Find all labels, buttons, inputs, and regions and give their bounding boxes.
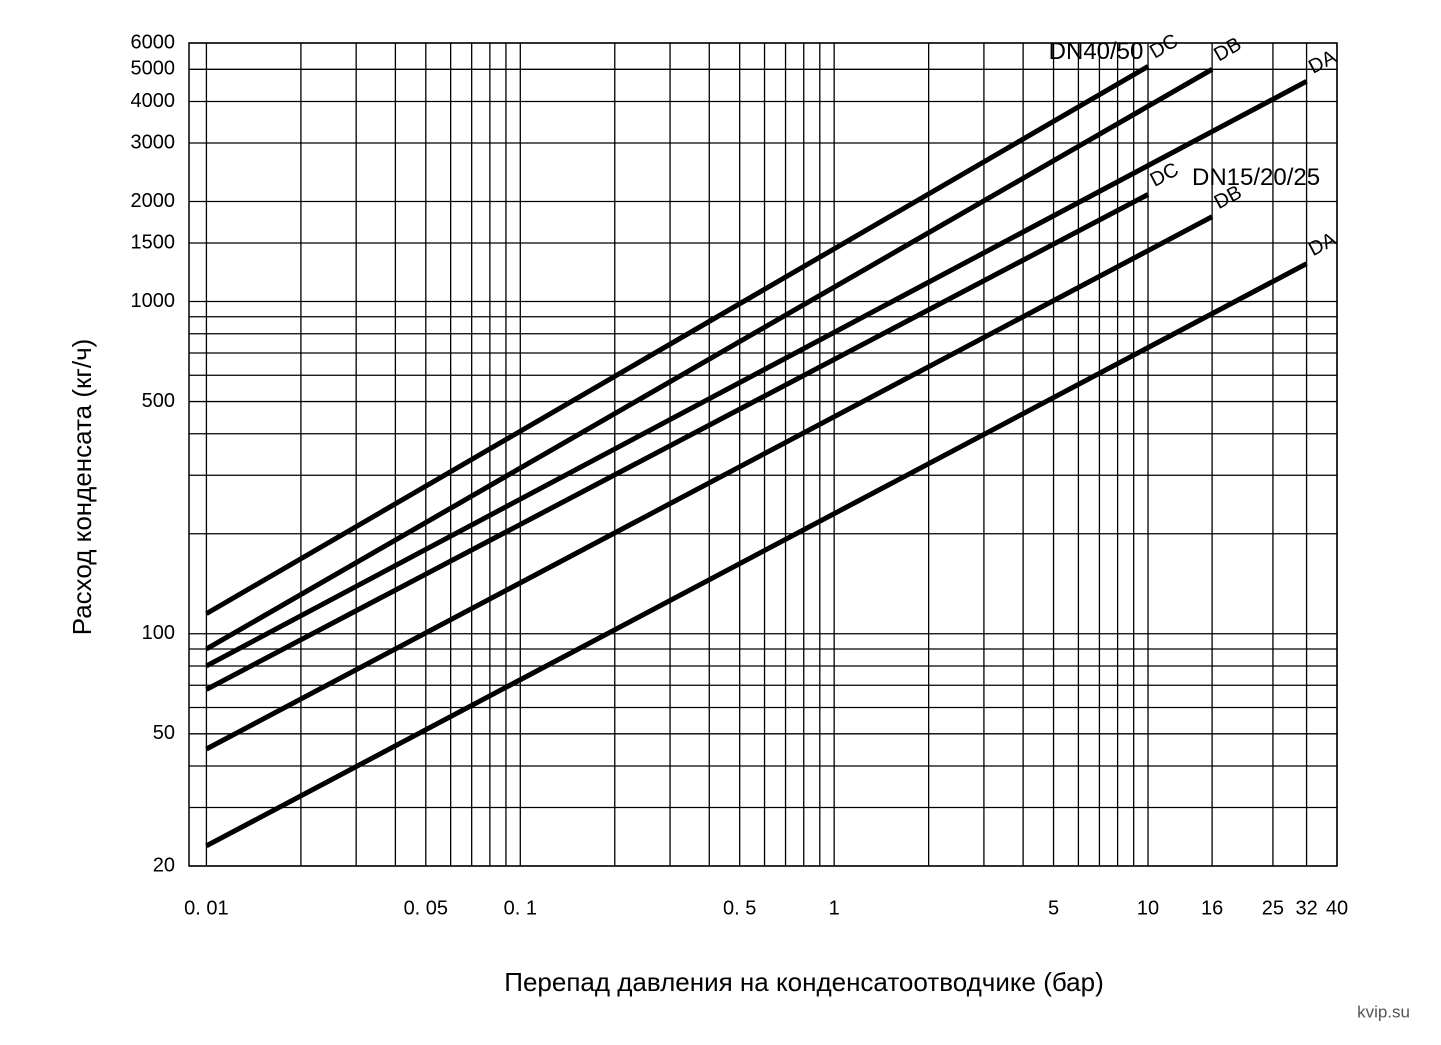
series-label: DB bbox=[1210, 33, 1245, 66]
annotation: DN40/50 bbox=[1049, 38, 1144, 65]
x-tick-label: 25 bbox=[1262, 897, 1284, 919]
x-tick-label: 0. 1 bbox=[504, 897, 537, 919]
y-tick-label: 4000 bbox=[131, 90, 176, 112]
y-tick-label: 5000 bbox=[131, 58, 176, 80]
y-tick-label: 2000 bbox=[131, 190, 176, 212]
series-line bbox=[205, 67, 1214, 652]
series-label: DA bbox=[1305, 46, 1340, 79]
y-tick-label: 500 bbox=[142, 390, 175, 412]
source: kvip.su bbox=[1357, 1002, 1410, 1021]
x-tick-label: 32 bbox=[1295, 897, 1317, 919]
y-tick-label: 6000 bbox=[131, 31, 176, 53]
y-tick-label: 3000 bbox=[131, 131, 176, 153]
series-line bbox=[205, 214, 1214, 752]
x-tick-label: 0. 01 bbox=[184, 897, 228, 919]
x-axis-title: Перепад давления на конденсатоотводчике … bbox=[504, 967, 1103, 997]
y-tick-label: 1000 bbox=[131, 290, 176, 312]
series-line bbox=[205, 64, 1150, 616]
y-axis-title: Расход конденсата (кг/ч) bbox=[67, 339, 97, 636]
plot-frame bbox=[188, 42, 1338, 867]
series-label: DA bbox=[1305, 228, 1340, 261]
x-tick-label: 0. 05 bbox=[404, 897, 448, 919]
series-line bbox=[205, 261, 1308, 849]
series-label: DC bbox=[1146, 30, 1182, 64]
x-tick-label: 1 bbox=[829, 897, 840, 919]
series-line bbox=[205, 192, 1150, 692]
y-tick-label: 100 bbox=[142, 622, 175, 644]
x-tick-label: 40 bbox=[1326, 897, 1348, 919]
x-tick-label: 5 bbox=[1048, 897, 1059, 919]
x-tick-label: 10 bbox=[1137, 897, 1159, 919]
annotation: DN15/20/25 bbox=[1192, 164, 1320, 191]
x-tick-label: 0. 5 bbox=[723, 897, 756, 919]
y-tick-label: 1500 bbox=[131, 231, 176, 253]
y-tick-label: 20 bbox=[153, 854, 175, 876]
x-tick-label: 16 bbox=[1201, 897, 1223, 919]
series-line bbox=[205, 79, 1308, 669]
y-tick-label: 50 bbox=[153, 722, 175, 744]
